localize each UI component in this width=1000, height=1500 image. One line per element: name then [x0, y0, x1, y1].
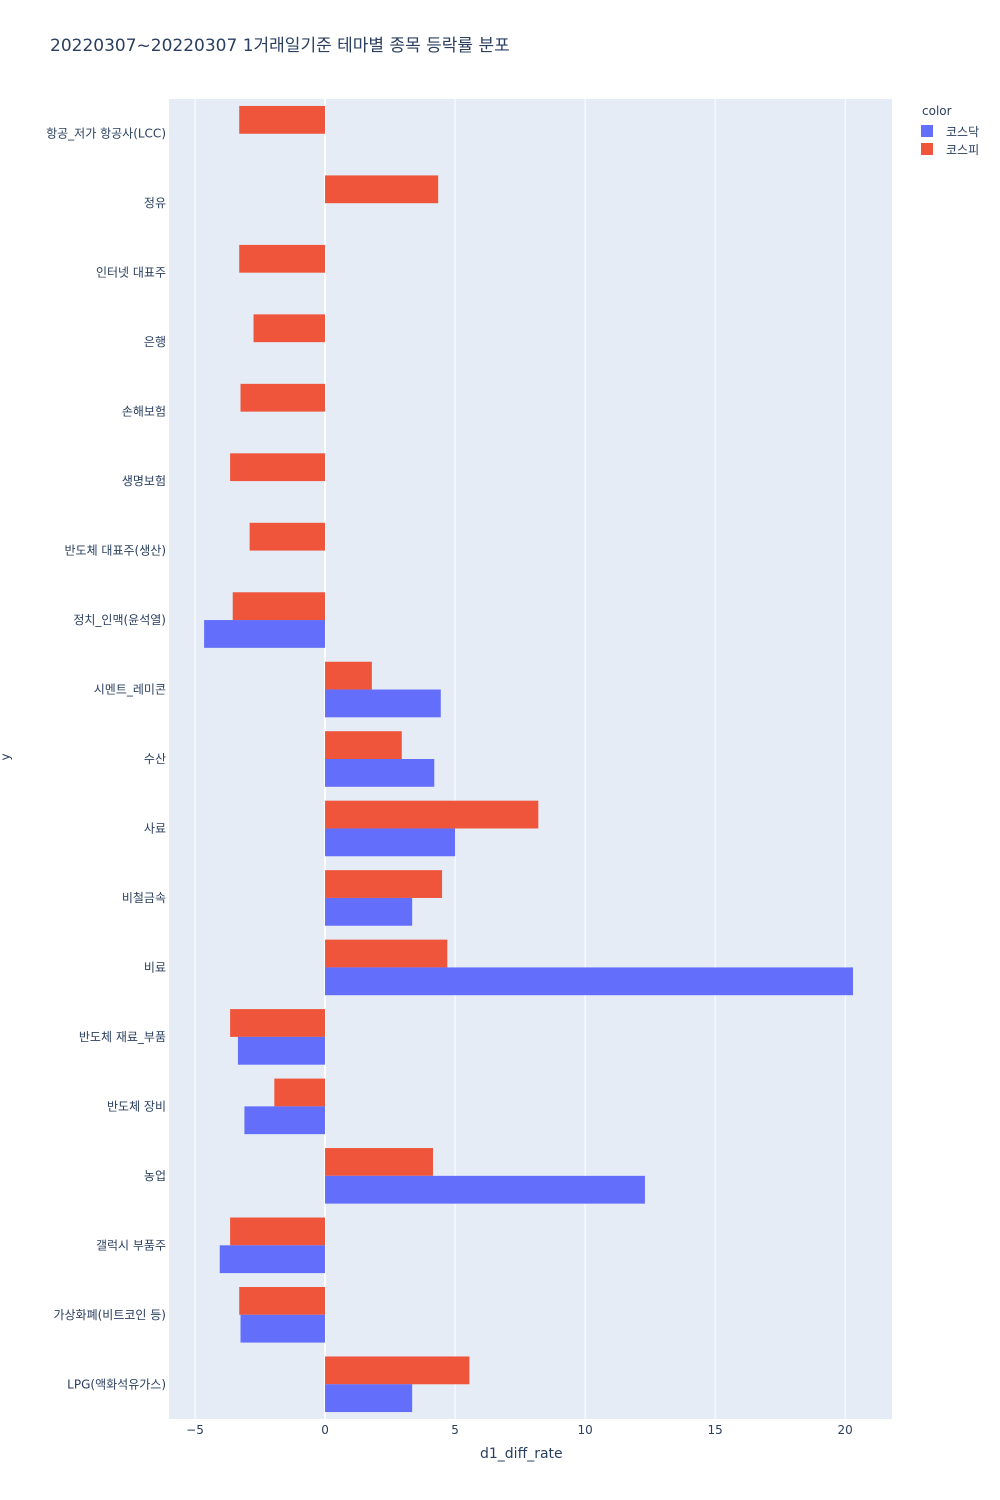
bar-kosdaq [325, 967, 853, 996]
bar-kospi [325, 1148, 433, 1176]
bar-kosdaq [325, 828, 456, 857]
bar-kospi [249, 522, 326, 551]
y-tick-label: 가상화폐(비트코인 등) [53, 1308, 166, 1322]
chart-title: 20220307~20220307 1거래일기준 테마별 종목 등락률 분포 [50, 36, 510, 56]
bar-kospi [230, 453, 326, 482]
bar-kospi [325, 1356, 470, 1385]
x-tick-label: 20 [838, 1423, 853, 1437]
y-tick-label: 손해보험 [122, 405, 166, 419]
y-tick-label: 수산 [144, 752, 166, 766]
y-tick-label: 항공_저가 항공사(LCC) [46, 127, 166, 141]
y-tick-label: 정유 [144, 196, 166, 210]
y-tick-label: 사료 [144, 821, 166, 835]
legend-label-kosdaq: 코스닥 [946, 124, 980, 139]
bar-kospi [274, 1078, 326, 1107]
bar-kospi [325, 800, 539, 829]
bar-kospi [325, 870, 443, 898]
y-tick-label: 생명보험 [122, 474, 166, 488]
y-tick-label: LPG(액화석유가스) [67, 1377, 166, 1391]
bar-kospi [240, 383, 326, 412]
legend-item-kosdaq[interactable]: 코스닥 [921, 122, 979, 140]
bar-kosdaq [325, 1384, 413, 1413]
x-tick-label: 15 [708, 1423, 723, 1437]
bar-kospi [239, 105, 326, 134]
bar-kospi [325, 939, 448, 968]
y-tick-label: 비료 [144, 960, 166, 974]
x-tick-label: −5 [186, 1423, 204, 1437]
y-tick-label: 반도체 대표주(생산) [65, 544, 167, 558]
bar-kosdaq [325, 897, 413, 926]
bar-kosdaq [219, 1245, 326, 1274]
legend-label-kospi: 코스피 [946, 142, 980, 157]
bar-kospi [230, 1009, 326, 1037]
y-tick-label: 반도체 재료_부품 [79, 1030, 166, 1044]
bar-kospi [239, 244, 326, 273]
y-axis-label: y [0, 753, 13, 760]
legend-title: color [922, 104, 952, 118]
y-tick-label: 정치_인맥(윤석열) [73, 613, 166, 627]
y-tick-label: 시멘트_레미콘 [94, 683, 166, 697]
bar-kospi [239, 1287, 326, 1315]
y-tick-label: 비철금속 [122, 891, 166, 905]
legend-swatch-kosdaq [921, 125, 933, 137]
y-tick-label: 은행 [144, 334, 166, 349]
y-tick-label: 갤럭시 부품주 [96, 1238, 166, 1252]
bar-kosdaq [325, 759, 435, 787]
bar-kosdaq [325, 1175, 645, 1204]
bar-kosdaq [240, 1314, 326, 1343]
x-tick-label: 10 [577, 1423, 592, 1437]
y-tick-label: 반도체 장비 [107, 1099, 166, 1113]
bar-kospi [325, 175, 439, 204]
bar-kospi [253, 314, 326, 343]
y-tick-label: 인터넷 대표주 [96, 266, 166, 280]
bar-kosdaq [244, 1106, 326, 1135]
legend-swatch-kospi [921, 143, 933, 155]
y-tick-label: 농업 [144, 1169, 166, 1183]
bar-kosdaq [325, 689, 441, 718]
bar-kosdaq [204, 620, 326, 648]
x-tick-label: 5 [451, 1423, 459, 1437]
bar-kosdaq [237, 1036, 326, 1065]
x-tick-label: 0 [321, 1423, 329, 1437]
x-axis-label: d1_diff_rate [480, 1446, 563, 1462]
bar-kospi [232, 592, 326, 621]
bar-kospi [230, 1217, 326, 1246]
legend: color 코스닥 코스피 [921, 104, 979, 158]
bar-kospi [325, 731, 402, 759]
bar-kospi [325, 661, 372, 690]
legend-item-kospi[interactable]: 코스피 [921, 140, 979, 158]
